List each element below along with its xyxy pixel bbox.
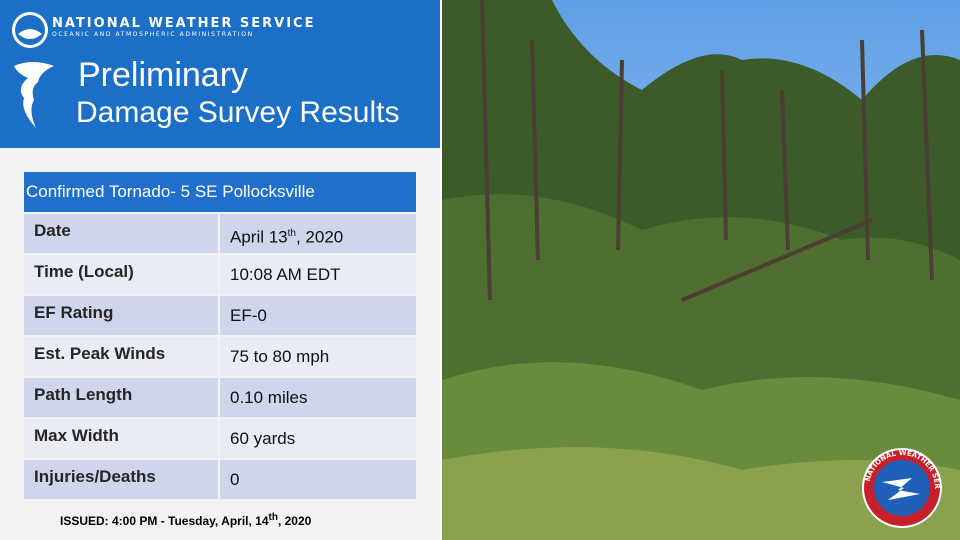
table-row: Time (Local) 10:08 AM EDT xyxy=(24,255,416,294)
survey-table: Confirmed Tornado- 5 SE Pollocksville Da… xyxy=(24,172,416,499)
row-value: 60 yards xyxy=(220,419,416,458)
table-row: Path Length 0.10 miles xyxy=(24,378,416,417)
issued-note: ISSUED: 4:00 PM - Tuesday, April, 14th, … xyxy=(60,512,311,528)
text-part: April 13 xyxy=(230,227,288,247)
tornado-icon xyxy=(14,62,54,128)
row-label: Time (Local) xyxy=(24,255,218,294)
nws-logo: NATIONAL WEATHER SERVICE xyxy=(862,448,942,528)
row-label: Path Length xyxy=(24,378,218,417)
text-part: , 2020 xyxy=(295,227,344,247)
row-value: EF-0 xyxy=(220,296,416,335)
damage-photo: NATIONAL WEATHER SERVICE xyxy=(442,0,960,540)
table-row: Date April 13th, 2020 xyxy=(24,214,416,253)
row-value: 10:08 AM EDT xyxy=(220,255,416,294)
row-label: Injuries/Deaths xyxy=(24,460,218,499)
table-row: Injuries/Deaths 0 xyxy=(24,460,416,499)
row-label: EF Rating xyxy=(24,296,218,335)
row-value: 75 to 80 mph xyxy=(220,337,416,376)
row-label: Max Width xyxy=(24,419,218,458)
table-caption: Confirmed Tornado- 5 SE Pollocksville xyxy=(24,172,416,212)
row-label: Date xyxy=(24,214,218,253)
header: NATIONAL WEATHER SERVICE OCEANIC AND ATM… xyxy=(0,0,440,148)
text-part: ISSUED: 4:00 PM - Tuesday, April, 14 xyxy=(60,514,269,528)
row-label: Est. Peak Winds xyxy=(24,337,218,376)
row-value: 0.10 miles xyxy=(220,378,416,417)
org-name: NATIONAL WEATHER SERVICE xyxy=(52,16,316,31)
table-row: Est. Peak Winds 75 to 80 mph xyxy=(24,337,416,376)
table-row: Max Width 60 yards xyxy=(24,419,416,458)
text-part: th xyxy=(268,512,278,523)
text-part: , 2020 xyxy=(277,514,312,528)
row-value: April 13th, 2020 xyxy=(220,214,416,253)
org-subtitle: OCEANIC AND ATMOSPHERIC ADMINISTRATION xyxy=(52,31,254,38)
left-panel: NATIONAL WEATHER SERVICE OCEANIC AND ATM… xyxy=(0,0,440,540)
title-line2: Damage Survey Results xyxy=(76,96,400,129)
row-value: 0 xyxy=(220,460,416,499)
text-part: th xyxy=(287,228,296,239)
noaa-logo xyxy=(12,12,48,48)
table-row: EF Rating EF-0 xyxy=(24,296,416,335)
title-line1: Preliminary xyxy=(78,56,249,94)
